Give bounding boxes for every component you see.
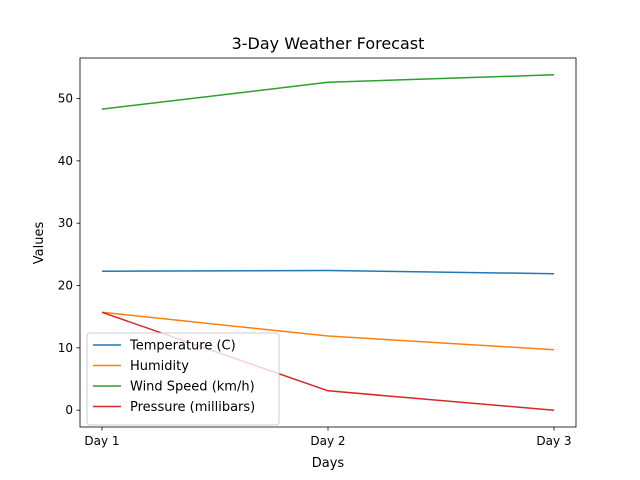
x-axis-label: Days: [312, 456, 345, 471]
y-tick-label: 20: [58, 279, 73, 293]
legend-label: Wind Speed (km/h): [130, 380, 255, 395]
series-line-1: [101, 269, 555, 275]
y-tick-label: 0: [65, 403, 73, 417]
legend-label: Pressure (millibars): [130, 400, 255, 415]
legend-label: Humidity: [130, 359, 189, 374]
y-axis-label: Values: [32, 222, 47, 265]
legend-box: [86, 332, 280, 426]
legend-label: Temperature (C): [129, 339, 236, 354]
legend: Temperature (C) Humidity Wind Speed (km/h)…: [86, 332, 280, 426]
y-tick-label: 40: [58, 154, 73, 168]
plot-area: 0 10 20 30 40 50 Day 1 Day 2 Day 3 Temperature (C…: [58, 57, 577, 448]
y-tick-label: 50: [58, 92, 73, 106]
chart-title: 3-Day Weather Forecast: [232, 34, 425, 53]
x-tick-label: Day 2: [310, 434, 345, 448]
x-tick-label: Day 1: [84, 434, 119, 448]
y-tick-label: 10: [58, 341, 73, 355]
series-line-3: [101, 74, 555, 110]
y-tick-label: 30: [58, 216, 73, 230]
series-line-2: [101, 311, 555, 351]
x-tick-label: Day 3: [536, 434, 571, 448]
